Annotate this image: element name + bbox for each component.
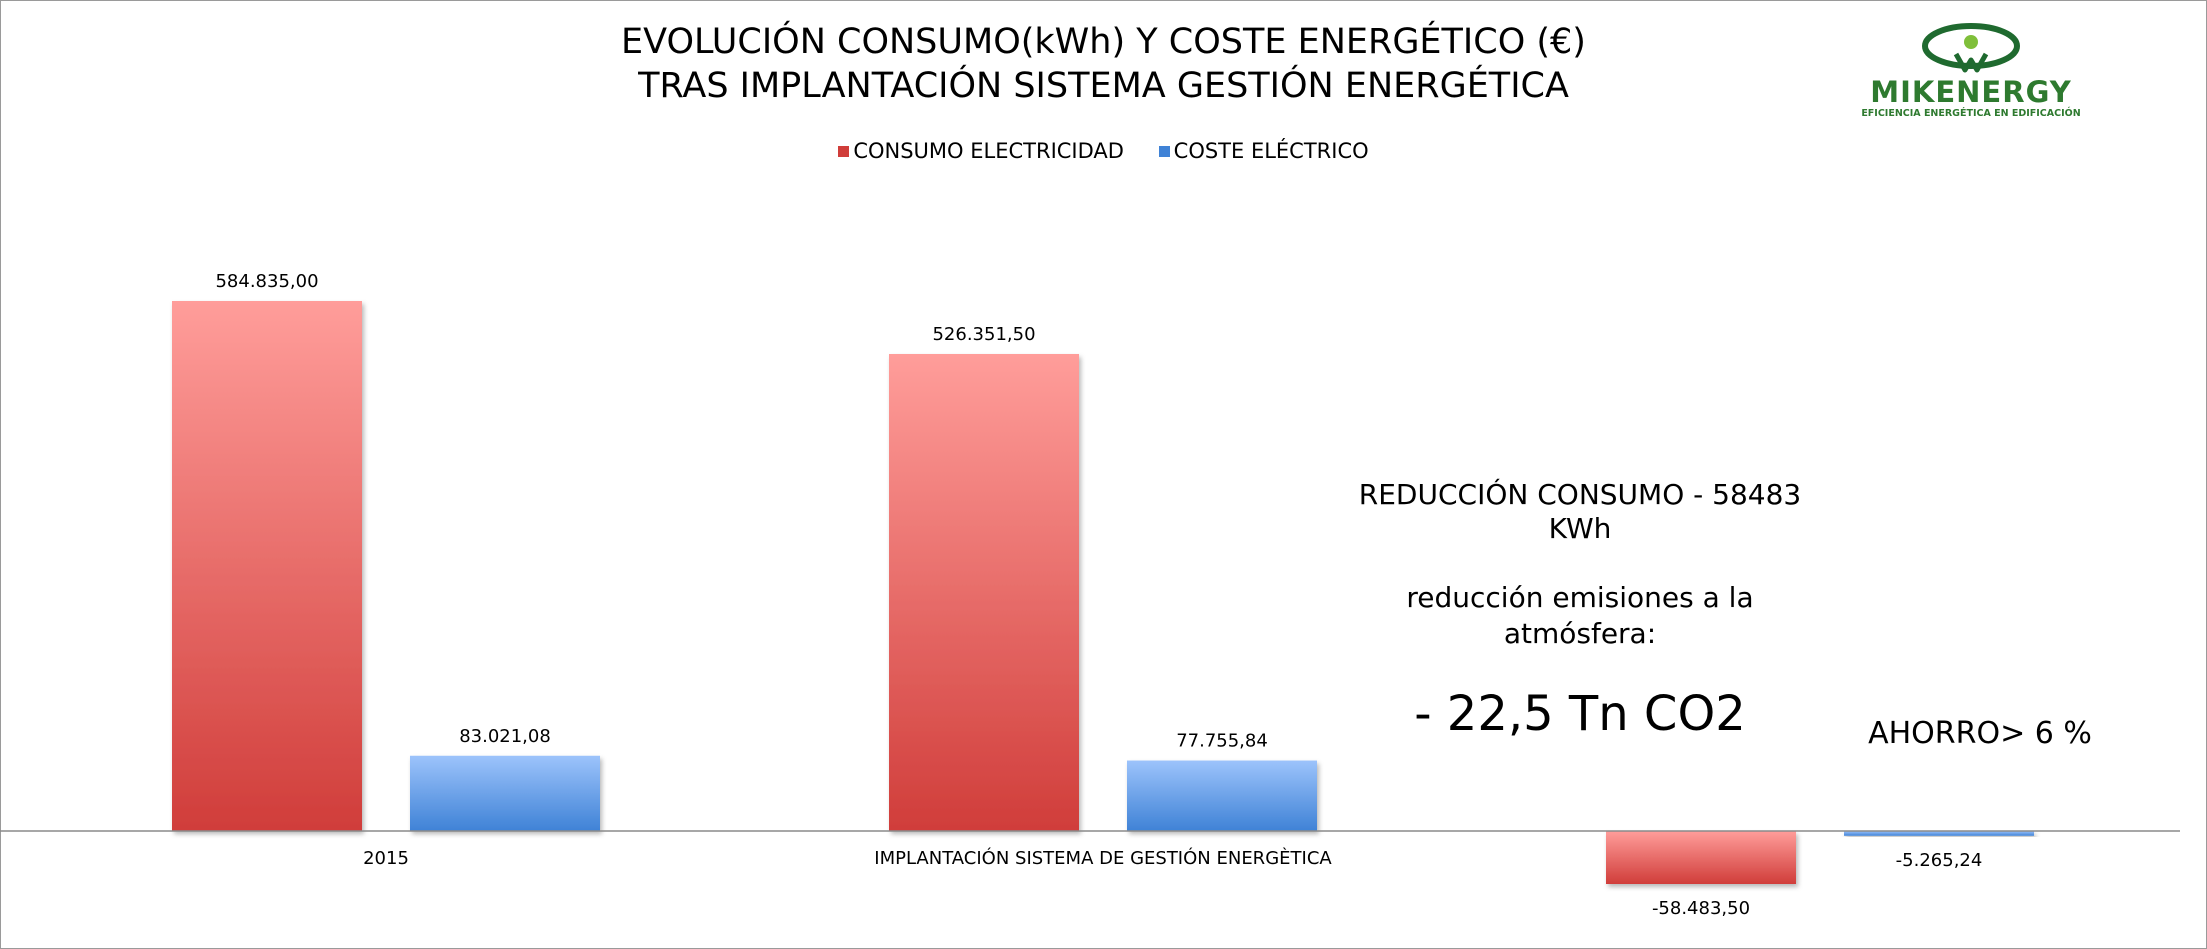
chart-title-line2: TRAS IMPLANTACIÓN SISTEMA GESTIÓN ENERGÉ… [638,66,1569,106]
bar-coste-0 [410,755,600,831]
annotation-ahorro: AHORRO> 6 % [1868,716,2092,751]
logo-wordmark: MIKENERGY [1870,75,2072,109]
bar-coste-1 [1127,760,1317,831]
x-tick-label-0: 2015 [363,848,409,869]
bar-coste-2 [1844,831,2034,836]
mikenergy-logo: MIKENERGY EFICIENCIA ENERGÉTICA EN EDIFI… [1861,23,2081,119]
legend-item-coste: COSTE ELÉCTRICO [1158,139,1369,163]
legend-item-consumo: CONSUMO ELECTRICIDAD [838,139,1124,163]
annotation-emisiones-line1: reducción emisiones a la [1406,581,1754,614]
data-label-coste-0: 83.021,08 [459,726,551,747]
bar-consumo-2 [1606,831,1796,884]
annotation-consumo-line1: REDUCCIÓN CONSUMO - 58483 [1358,478,1802,511]
legend-label-coste: COSTE ELÉCTRICO [1173,139,1369,163]
annotation-reduccion-consumo: REDUCCIÓN CONSUMO - 58483 KWh [1330,478,1830,546]
data-label-coste-1: 77.755,84 [1176,731,1268,752]
data-label-coste-2: -5.265,24 [1896,850,1983,871]
annotation-emisiones: reducción emisiones a la atmósfera: [1330,580,1830,652]
data-label-consumo-2: -58.483,50 [1652,898,1750,919]
annotation-co2: - 22,5 Tn CO2 [1414,686,1746,742]
annotation-emisiones-line2: atmósfera: [1503,617,1657,650]
legend-swatch-consumo [838,146,850,157]
logo-tagline: EFICIENCIA ENERGÉTICA EN EDIFICACIÓN [1861,107,2080,119]
annotation-consumo-line2: KWh [1548,512,1612,545]
legend-label-consumo: CONSUMO ELECTRICIDAD [853,139,1124,163]
x-tick-label-1: IMPLANTACIÓN SISTEMA DE GESTIÓN ENERGÈTI… [874,847,1332,869]
logo-figure-head-icon [1964,35,1978,49]
data-label-consumo-0: 584.835,00 [215,271,318,292]
bar-consumo-1 [889,354,1079,831]
legend: CONSUMO ELECTRICIDAD COSTE ELÉCTRICO [0,139,2207,163]
legend-swatch-coste [1158,146,1170,157]
logo-figure-body-icon [1953,52,1989,73]
bar-consumo-0 [172,301,362,831]
chart-title-line1: EVOLUCIÓN CONSUMO(kWh) Y COSTE ENERGÉTIC… [621,22,1586,62]
data-label-consumo-1: 526.351,50 [932,324,1035,345]
logo-ring-icon [1922,23,2020,69]
